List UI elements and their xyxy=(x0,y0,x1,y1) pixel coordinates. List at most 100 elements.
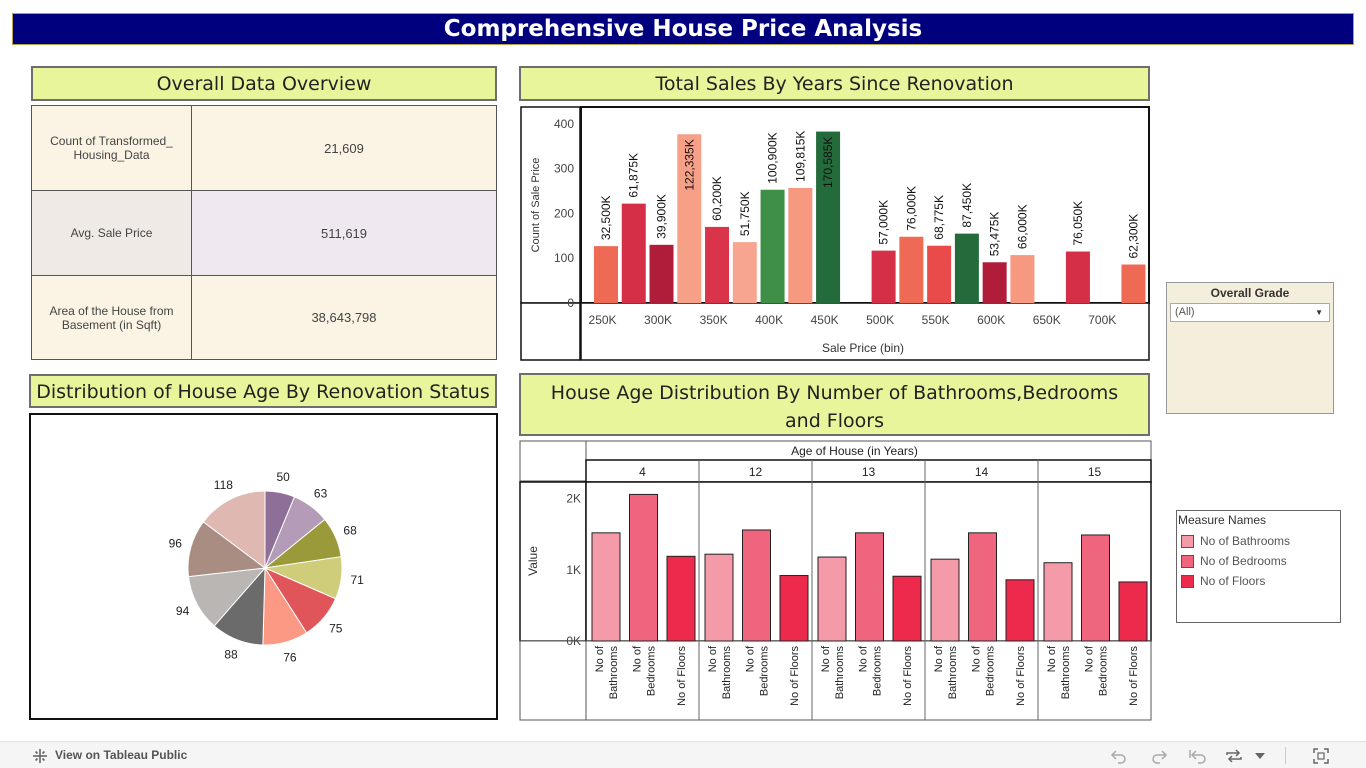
age-group-label: 4 xyxy=(639,465,646,479)
overview-value-count: 21,609 xyxy=(191,105,497,191)
bar-value-label: 170,585K xyxy=(821,137,835,188)
x-category-label: Bathrooms xyxy=(721,646,733,700)
bar-value-label: 51,750K xyxy=(738,191,752,236)
bar xyxy=(705,226,730,303)
bar-value-label: 32,500K xyxy=(599,195,613,240)
house-age-grouped-bar-chart[interactable]: Age of House (in Years) 0K 1K 2K Value 4 No of… xyxy=(519,440,1153,722)
dashboard-title: Comprehensive House Price Analysis xyxy=(12,13,1354,45)
bar-value-label: 53,475K xyxy=(988,212,1002,257)
x-category-label: No of xyxy=(707,645,719,672)
x-category-label: No of xyxy=(820,645,832,672)
bar xyxy=(899,236,924,303)
sales-by-price-bar-chart[interactable]: 0 100 200 300 400 Count of Sale Price 32,500K 6… xyxy=(519,104,1152,362)
x-category-label: Bedrooms xyxy=(985,646,997,697)
x-tick-label: 650K xyxy=(1033,313,1061,327)
overall-grade-dropdown[interactable]: (All) ▼ xyxy=(1170,303,1330,322)
legend-item-bathrooms[interactable]: No of Bathrooms xyxy=(1181,533,1336,549)
x-category-label: No of Floors xyxy=(902,646,914,706)
undo-icon[interactable] xyxy=(1110,748,1128,764)
x-category-label: No of Floors xyxy=(789,646,801,706)
x-category-label: No of Floors xyxy=(1015,646,1027,706)
y-axis-title: Value xyxy=(526,546,540,576)
measure-names-legend: Measure Names No of Bathrooms No of Bedr… xyxy=(1176,510,1341,623)
y-tick-label: 2K xyxy=(566,492,581,506)
bar-value-label: 109,815K xyxy=(793,131,807,182)
bar-value-label: 122,335K xyxy=(682,139,696,190)
x-category-label: No of xyxy=(632,645,644,672)
bar xyxy=(816,131,841,303)
dropdown-icon[interactable] xyxy=(1255,753,1265,759)
y-tick-label: 400 xyxy=(554,117,574,131)
bar-value-label: 76,050K xyxy=(1071,201,1085,246)
overview-table: Count of Transformed_ Housing_Data 21,60… xyxy=(31,105,497,360)
bar-value-label: 39,900K xyxy=(655,194,669,239)
x-category-label: No of xyxy=(971,645,983,672)
bar xyxy=(732,242,757,303)
y-axis-title: Count of Sale Price xyxy=(530,158,542,253)
fullscreen-icon[interactable] xyxy=(1313,748,1329,764)
legend-item-bedrooms[interactable]: No of Bedrooms xyxy=(1181,553,1336,569)
bar xyxy=(593,246,618,303)
x-tick-label: 450K xyxy=(811,313,839,327)
x-tick-label: 350K xyxy=(700,313,728,327)
bar xyxy=(892,575,922,642)
bar xyxy=(629,493,658,642)
age-panel-title: House Age Distribution By Number of Bath… xyxy=(519,373,1150,436)
x-axis-title: Sale Price (bin) xyxy=(822,341,904,355)
pie-slice-label: 68 xyxy=(343,524,357,538)
x-category-label: Bedrooms xyxy=(759,646,771,697)
y-tick-label: 200 xyxy=(554,206,574,220)
bar xyxy=(855,532,884,642)
pie-slice-label: 71 xyxy=(351,573,365,587)
refresh-icon[interactable] xyxy=(1224,748,1244,764)
bar xyxy=(1005,579,1035,642)
revert-icon[interactable] xyxy=(1188,748,1208,764)
bar-value-label: 61,875K xyxy=(627,153,641,198)
legend-swatch xyxy=(1181,575,1194,588)
chevron-down-icon: ▼ xyxy=(1315,308,1323,317)
x-category-label: No of xyxy=(933,645,945,672)
pie-slice-label: 76 xyxy=(283,651,297,665)
age-axis-title: Age of House (in Years) xyxy=(791,444,918,458)
overview-value-basement-area: 38,643,798 xyxy=(191,275,497,360)
bar xyxy=(621,203,646,303)
legend-item-floors[interactable]: No of Floors xyxy=(1181,573,1336,589)
bar xyxy=(871,250,896,303)
bar xyxy=(742,529,771,642)
legend-label: No of Bedrooms xyxy=(1200,554,1287,568)
x-tick-label: 400K xyxy=(755,313,783,327)
x-category-label: No of xyxy=(1046,645,1058,672)
x-tick-label: 550K xyxy=(922,313,950,327)
bar xyxy=(779,575,809,642)
overview-value-avg-price: 511,619 xyxy=(191,190,497,276)
legend-label: No of Bathrooms xyxy=(1200,534,1291,548)
pie-slice-label: 75 xyxy=(329,621,343,635)
bar xyxy=(1081,534,1110,642)
legend-swatch xyxy=(1181,555,1194,568)
y-tick-label: 300 xyxy=(554,162,574,176)
house-age-pie-chart[interactable]: 50 63 68 71 75 76 88 94 96 118 xyxy=(29,413,498,720)
tableau-footer-toolbar: View on Tableau Public xyxy=(0,741,1366,768)
overview-label-basement-area: Area of the House from Basement (in Sqft… xyxy=(31,275,192,360)
bar xyxy=(1010,255,1035,303)
bar xyxy=(954,233,979,303)
bar xyxy=(930,558,960,642)
bar-value-label: 62,300K xyxy=(1126,214,1140,259)
toolbar-divider xyxy=(1285,747,1286,764)
overview-panel-title: Overall Data Overview xyxy=(31,66,497,101)
y-tick-label: 0 xyxy=(567,296,574,310)
bar-value-label: 60,200K xyxy=(710,176,724,221)
overall-grade-filter: Overall Grade (All) ▼ xyxy=(1166,282,1334,414)
dropdown-value: (All) xyxy=(1175,306,1195,318)
bar xyxy=(982,262,1007,303)
x-category-label: Bathrooms xyxy=(947,646,959,700)
bar-value-label: 57,000K xyxy=(877,200,891,245)
bar-value-label: 76,000K xyxy=(904,186,918,231)
bar-value-label: 87,450K xyxy=(960,183,974,228)
tableau-logo-icon xyxy=(33,749,47,763)
y-axis-frame xyxy=(519,481,587,642)
redo-icon[interactable] xyxy=(1150,748,1168,764)
pie-slice-label: 50 xyxy=(276,470,290,484)
bar xyxy=(1065,251,1090,303)
x-category-label: No of Floors xyxy=(1128,646,1140,706)
